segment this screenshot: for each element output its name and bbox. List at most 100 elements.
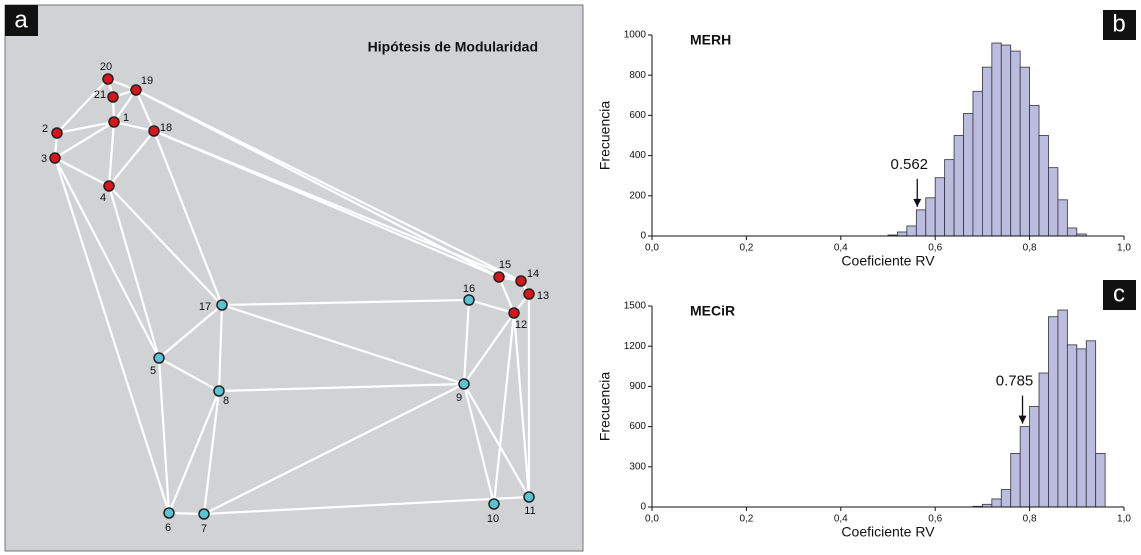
node	[51, 127, 63, 139]
bar	[934, 177, 946, 237]
x-tick-label: 0,8	[1023, 514, 1037, 525]
edge	[54, 121, 115, 159]
x-tick-label: 0,0	[645, 243, 659, 254]
x-tick-label: 1,0	[1117, 243, 1131, 254]
chart-title: MERH	[690, 32, 731, 48]
bar	[1066, 344, 1078, 508]
node	[213, 385, 225, 397]
node-label: 7	[201, 523, 207, 535]
edge	[221, 298, 470, 307]
annotation-label: 0.562	[890, 156, 928, 173]
edge	[152, 130, 224, 306]
edge	[53, 157, 171, 514]
y-tick-label: 600	[629, 110, 646, 121]
bar	[1048, 167, 1059, 237]
edge	[217, 304, 224, 392]
node	[523, 491, 535, 503]
bar	[944, 159, 955, 237]
node-label: 1	[123, 112, 129, 124]
node	[515, 275, 527, 287]
edge	[54, 157, 160, 359]
bar	[915, 209, 927, 237]
node	[148, 125, 160, 137]
x-axis-label: Coeficiente RV	[841, 524, 935, 540]
bar	[1076, 348, 1087, 508]
bar	[982, 66, 993, 237]
bar	[1057, 309, 1068, 508]
y-tick-label: 200	[629, 190, 646, 201]
panel-label: a	[14, 6, 28, 33]
edge	[134, 89, 156, 132]
panel-label: b	[1112, 10, 1125, 37]
y-tick-label: 0	[640, 502, 646, 513]
node-label: 5	[150, 365, 156, 377]
bar	[1010, 50, 1021, 237]
node-label: 15	[499, 259, 511, 271]
y-tick-label: 300	[629, 461, 646, 472]
panel-label-box	[5, 5, 38, 36]
node-label: 21	[94, 89, 106, 101]
edge	[462, 383, 496, 505]
bar	[963, 112, 974, 237]
y-tick-label: 0	[640, 231, 646, 242]
bar	[1095, 452, 1106, 508]
bar	[1010, 452, 1021, 508]
edge	[113, 120, 155, 133]
edge	[492, 312, 516, 505]
node	[108, 116, 120, 128]
y-tick-label: 1200	[624, 341, 647, 352]
bar	[1066, 227, 1078, 237]
edge	[108, 130, 155, 187]
node-label: 9	[456, 392, 462, 404]
x-tick-label: 0,6	[928, 514, 942, 525]
bar	[1038, 372, 1049, 508]
node-label: 8	[223, 395, 229, 407]
node-label: 16	[463, 283, 475, 295]
arrow-head	[1018, 415, 1027, 424]
bar	[1019, 66, 1030, 237]
edge	[203, 383, 465, 515]
bar	[1000, 44, 1012, 237]
edge	[463, 383, 530, 498]
bar	[1019, 426, 1030, 508]
arrow-head	[913, 198, 922, 207]
bar	[1000, 489, 1012, 508]
node	[102, 73, 114, 85]
panel-label: c	[1113, 280, 1125, 307]
node-label: 6	[165, 522, 171, 534]
bar	[1048, 316, 1059, 508]
edge	[153, 129, 522, 283]
x-tick-label: 1,0	[1117, 514, 1131, 525]
annotation-label: 0.785	[996, 373, 1034, 390]
bar	[1029, 104, 1040, 237]
edge	[113, 89, 137, 123]
bar	[897, 231, 908, 237]
edge	[497, 276, 516, 314]
node	[488, 498, 500, 510]
x-tick-label: 0,8	[1023, 243, 1037, 254]
y-tick-label: 800	[629, 70, 646, 81]
panel-label-box	[1103, 280, 1136, 310]
bar	[953, 135, 964, 237]
x-axis-label: Coeficiente RV	[841, 253, 935, 269]
edge	[107, 185, 161, 359]
bar	[991, 498, 1002, 508]
chart-title: MECiR	[690, 303, 735, 319]
y-tick-label: 1500	[624, 301, 647, 312]
edge	[218, 382, 465, 393]
node-label: 12	[515, 319, 527, 331]
edge	[221, 303, 465, 386]
node	[163, 507, 175, 519]
edge	[202, 390, 221, 515]
edge	[167, 390, 221, 514]
node	[198, 508, 210, 520]
edge	[108, 185, 223, 306]
edge	[157, 357, 171, 514]
panel-a-background	[4, 4, 584, 552]
edge	[468, 298, 515, 315]
edge	[107, 121, 116, 187]
bar	[1038, 135, 1049, 237]
node-label: 13	[537, 290, 549, 302]
x-tick-label: 0,4	[834, 514, 848, 525]
